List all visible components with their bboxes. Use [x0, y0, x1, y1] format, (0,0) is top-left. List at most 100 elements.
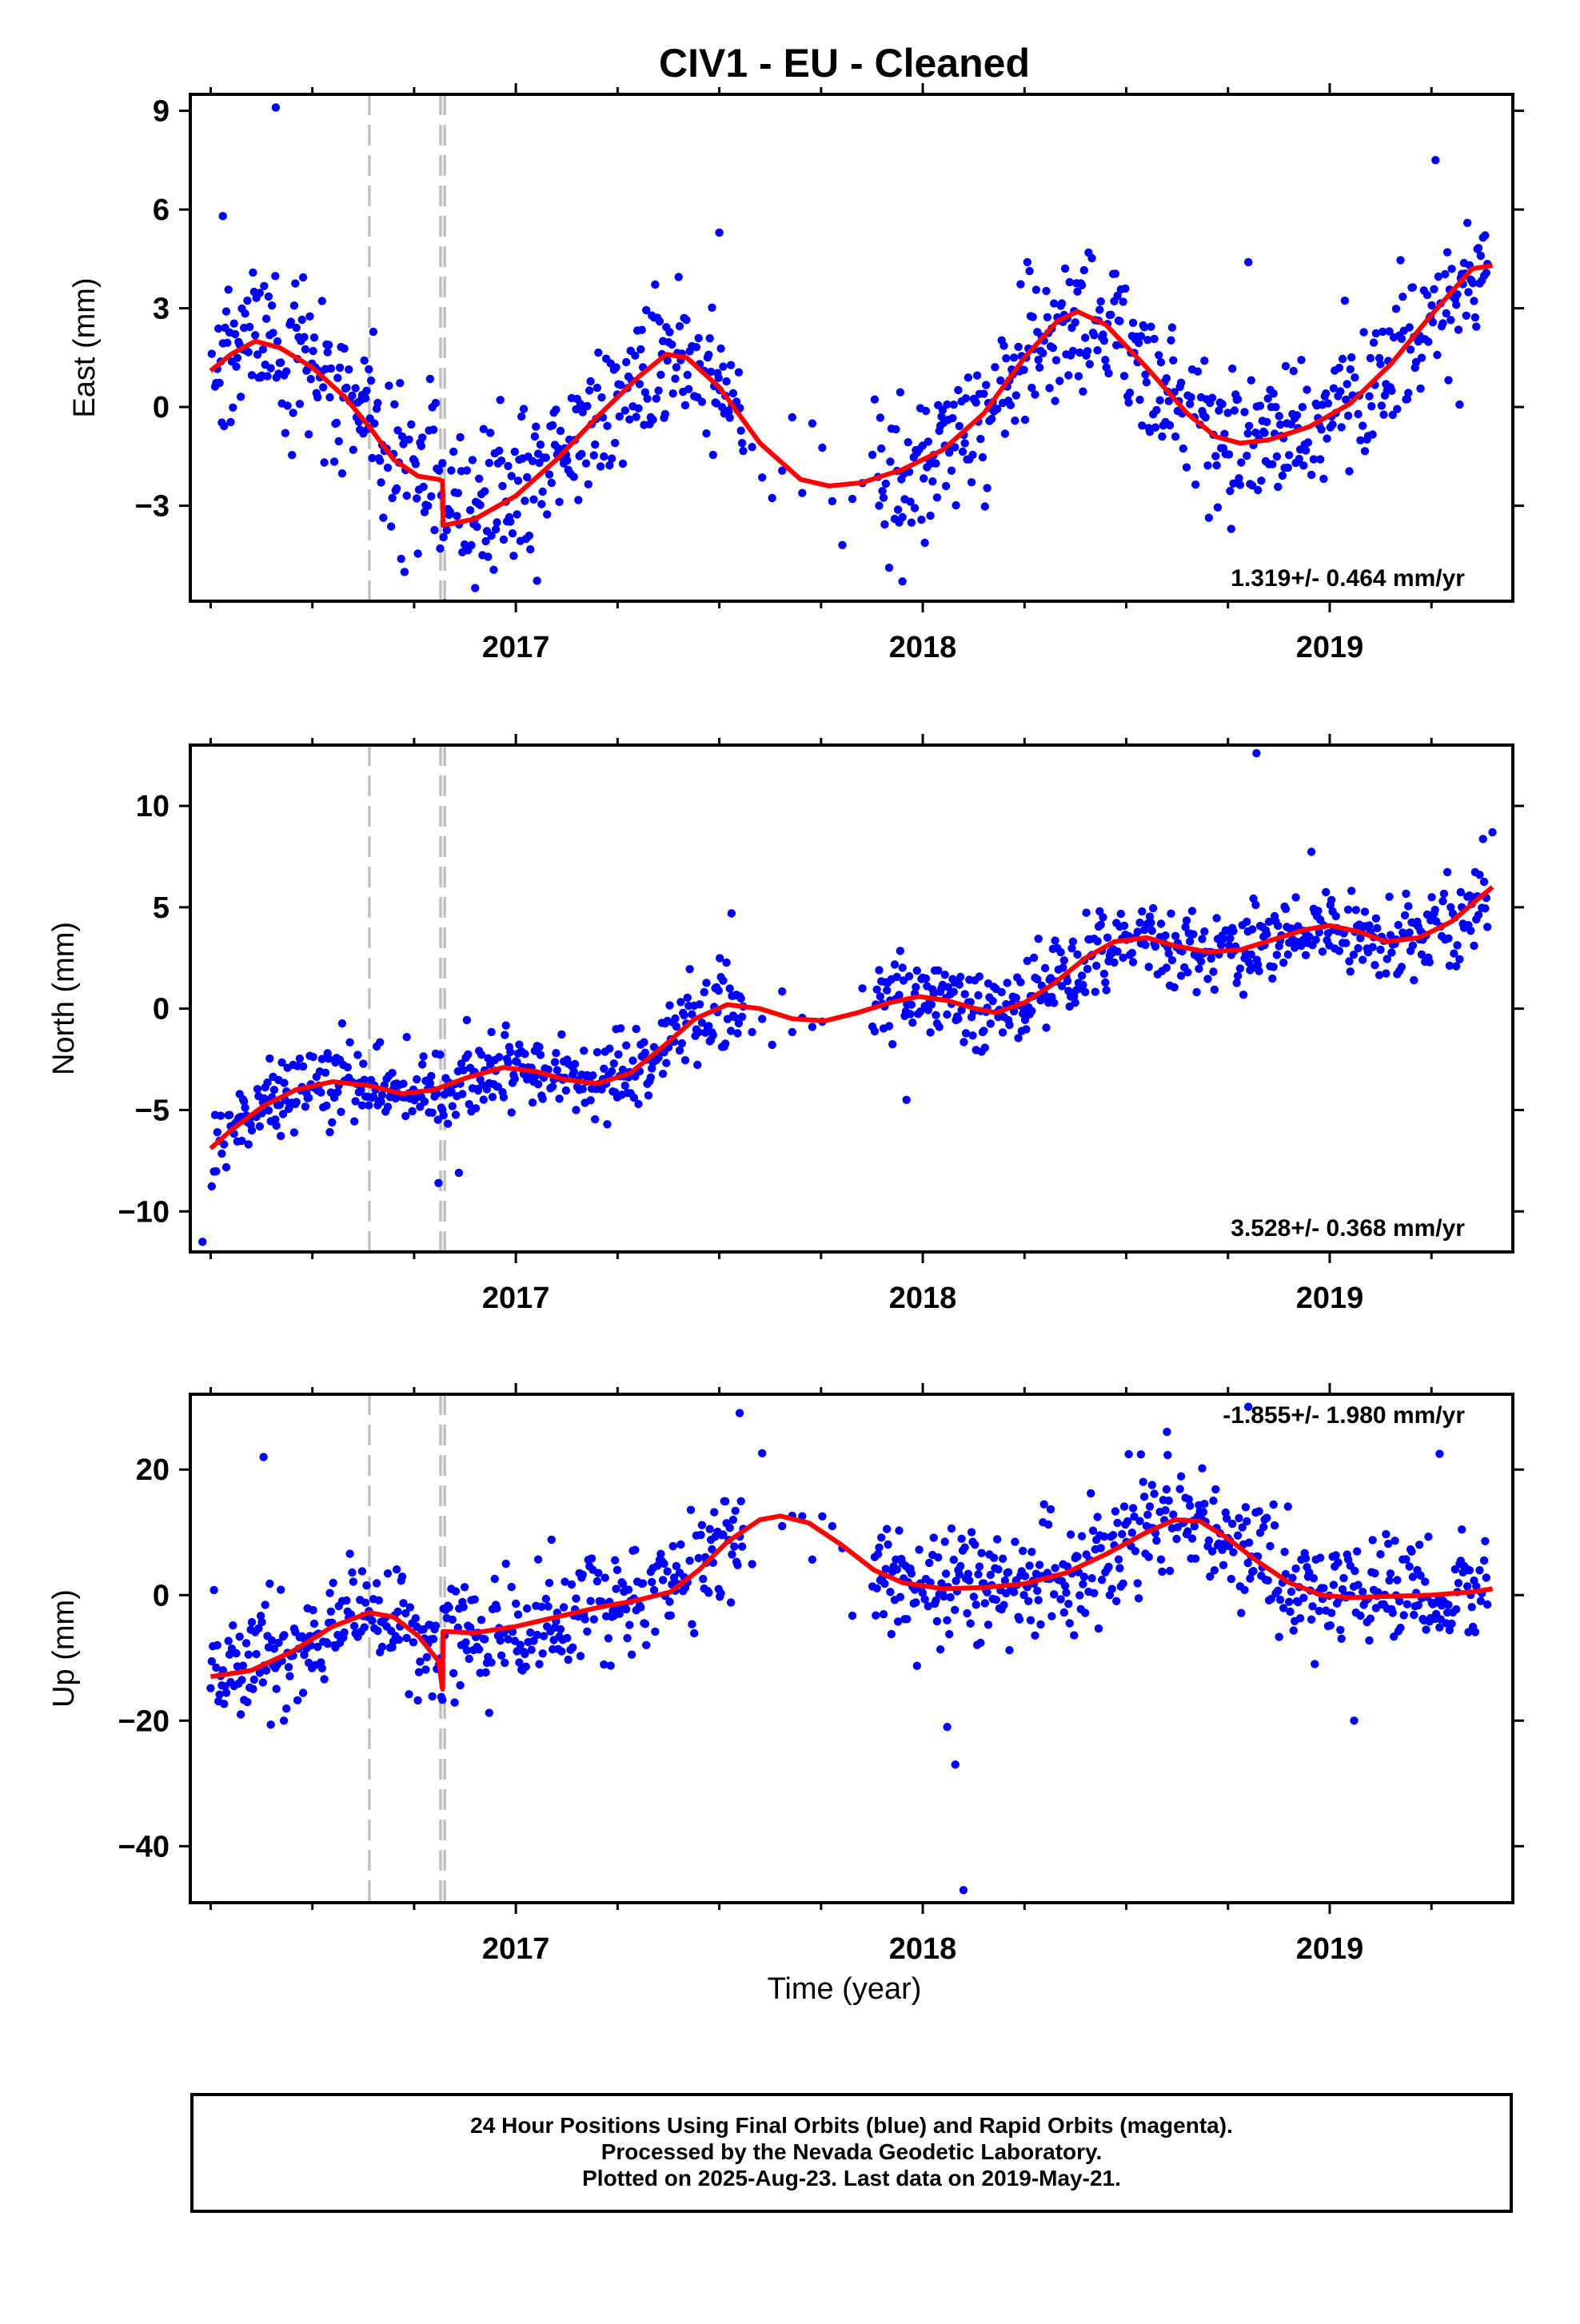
- data-point: [921, 406, 931, 416]
- data-point: [1151, 423, 1160, 432]
- data-point: [1336, 1625, 1345, 1635]
- data-point: [1446, 316, 1455, 325]
- data-point: [1349, 951, 1359, 959]
- data-point: [1359, 421, 1367, 430]
- data-point: [528, 1098, 537, 1107]
- data-point: [485, 1708, 493, 1717]
- data-point: [958, 447, 968, 456]
- data-point: [912, 1661, 922, 1670]
- data-point: [788, 1027, 796, 1037]
- data-point: [719, 976, 728, 985]
- data-point: [954, 385, 963, 395]
- data-point: [1464, 288, 1473, 297]
- data-point: [615, 1609, 624, 1618]
- data-point: [1141, 370, 1150, 379]
- data-point: [459, 1603, 468, 1612]
- data-point: [526, 1628, 535, 1637]
- data-point: [345, 1038, 354, 1047]
- data-point: [991, 363, 999, 372]
- data-point: [1161, 931, 1170, 940]
- data-point: [1019, 1546, 1027, 1556]
- data-point: [694, 1553, 703, 1563]
- data-point: [1453, 941, 1462, 950]
- data-point: [912, 966, 922, 975]
- data-point: [1187, 1534, 1197, 1543]
- data-point: [627, 1650, 636, 1659]
- x-tick-label: 2019: [1296, 631, 1364, 664]
- data-point: [220, 421, 229, 431]
- model-line: [209, 263, 1494, 528]
- data-point: [1308, 1602, 1317, 1611]
- data-point: [1274, 921, 1283, 931]
- data-point: [1474, 911, 1483, 919]
- data-point: [388, 493, 397, 503]
- data-point: [1042, 1023, 1051, 1032]
- data-point: [486, 429, 495, 437]
- data-point: [271, 272, 280, 281]
- data-point: [1263, 417, 1271, 426]
- data-point: [1191, 480, 1200, 489]
- data-point: [459, 1066, 468, 1074]
- data-point: [487, 1027, 496, 1037]
- x-tick-label: 2017: [482, 1282, 550, 1315]
- data-point: [607, 454, 616, 463]
- data-point: [1359, 955, 1367, 964]
- data-point: [1050, 999, 1059, 1007]
- data-point: [943, 1616, 952, 1625]
- data-point: [1425, 958, 1434, 967]
- data-point: [725, 413, 734, 422]
- data-point: [1022, 1025, 1031, 1034]
- data-points: [198, 748, 1497, 1246]
- data-point: [408, 1106, 417, 1116]
- data-point: [614, 1050, 623, 1059]
- data-point: [411, 460, 420, 468]
- data-point: [695, 1000, 704, 1009]
- data-point: [1000, 429, 1010, 438]
- data-point: [994, 1565, 1003, 1574]
- data-point: [1298, 403, 1307, 412]
- data-point: [1071, 318, 1079, 327]
- data-point: [1244, 1538, 1254, 1547]
- data-point: [1070, 1631, 1079, 1640]
- data-point: [1269, 389, 1278, 398]
- data-point: [1125, 389, 1135, 397]
- data-point: [581, 459, 591, 468]
- data-point: [1422, 290, 1432, 300]
- data-point: [918, 1589, 928, 1597]
- data-point: [282, 1704, 291, 1713]
- data-point: [748, 443, 756, 452]
- data-point: [1210, 1566, 1219, 1575]
- y-tick-label: −20: [118, 1704, 170, 1738]
- data-point: [309, 1619, 319, 1628]
- data-point: [229, 403, 237, 412]
- data-point: [557, 1647, 566, 1656]
- data-point: [264, 292, 273, 301]
- data-point: [253, 350, 262, 359]
- data-point: [278, 1110, 288, 1118]
- data-point: [1068, 346, 1078, 356]
- y-axis-label: East (mm): [68, 277, 102, 417]
- data-point: [538, 487, 547, 496]
- data-point: [359, 1059, 368, 1068]
- data-point: [1192, 987, 1201, 997]
- plot-frame: [189, 93, 1514, 603]
- data-point: [1356, 436, 1365, 444]
- data-point: [996, 376, 1005, 385]
- data-point: [1476, 1597, 1486, 1605]
- data-point: [473, 522, 481, 532]
- data-point: [283, 401, 292, 410]
- data-point: [589, 451, 598, 460]
- data-point: [1410, 975, 1418, 985]
- data-point: [1343, 905, 1353, 915]
- data-point: [1149, 903, 1158, 913]
- data-point: [1147, 919, 1155, 927]
- data-point: [1085, 360, 1095, 369]
- data-point: [1229, 927, 1238, 935]
- data-point: [1442, 309, 1450, 318]
- data-point: [721, 1039, 730, 1048]
- data-point: [976, 1638, 985, 1648]
- data-point: [1156, 1555, 1166, 1564]
- data-point: [309, 333, 319, 342]
- y-tick-label: 10: [136, 790, 170, 823]
